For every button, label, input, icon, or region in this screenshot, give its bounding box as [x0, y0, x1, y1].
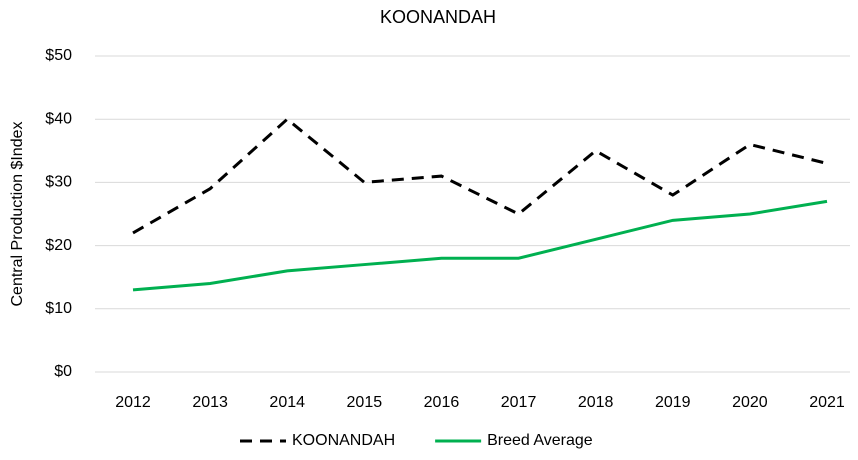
line-series: [132, 199, 828, 292]
y-tick-label: $0: [54, 363, 72, 380]
y-tick-label: $30: [45, 174, 72, 191]
x-tick-label: 2014: [269, 394, 305, 411]
x-tick-label: 2021: [809, 394, 845, 411]
y-tick-label: $50: [45, 47, 72, 64]
x-tick-label: 2015: [347, 394, 383, 411]
x-tick-label: 2016: [424, 394, 460, 411]
y-tick-label: $10: [45, 300, 72, 317]
y-tick-label: $20: [45, 237, 72, 254]
legend-label: KOONANDAH: [292, 432, 395, 449]
legend-label: Breed Average: [487, 432, 593, 449]
y-axis-label: Central Production $Index: [9, 122, 26, 307]
line-series: [132, 117, 828, 235]
x-tick-label: 2018: [578, 394, 614, 411]
x-tick-label: 2019: [655, 394, 691, 411]
y-tick-label: $40: [45, 110, 72, 127]
chart-title: KOONANDAH: [380, 7, 496, 27]
x-tick-label: 2020: [732, 394, 768, 411]
x-tick-label: 2013: [192, 394, 228, 411]
x-tick-label: 2017: [501, 394, 537, 411]
x-tick-label: 2012: [115, 394, 151, 411]
